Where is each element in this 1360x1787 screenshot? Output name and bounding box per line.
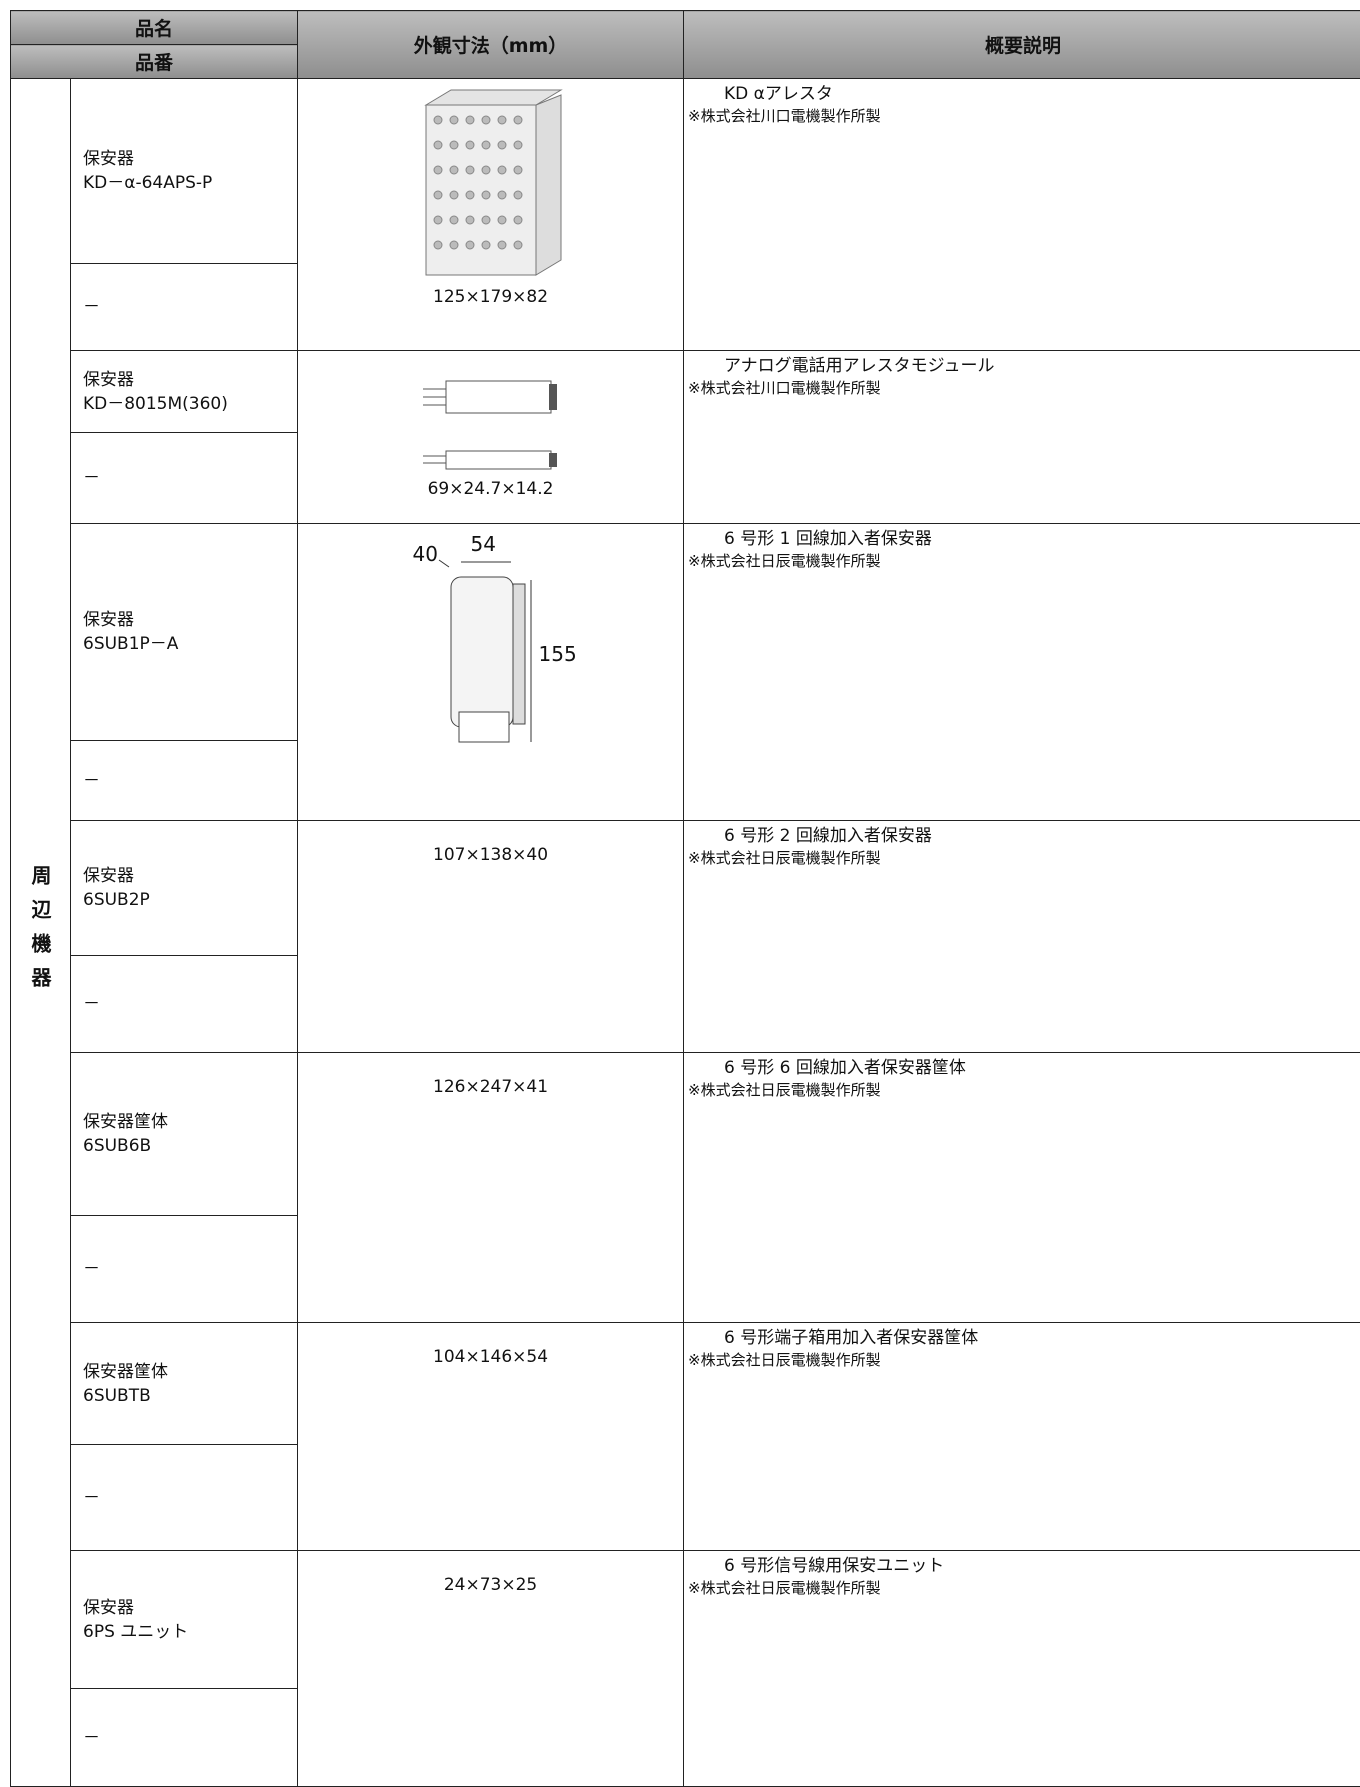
desc-cell: 6 号形 1 回線加入者保安器※株式会社日辰電機製作所製 (684, 524, 1360, 821)
description: KD αアレスタ (684, 83, 1360, 105)
maker: ※株式会社日辰電機製作所製 (684, 1349, 1360, 1371)
header-desc: 概要説明 (684, 11, 1360, 79)
dims-cell: 40 54 155 (298, 524, 684, 821)
header-number: 品番 (11, 45, 298, 79)
desc-cell: KD αアレスタ※株式会社川口電機製作所製 (684, 79, 1360, 351)
illustration: 40 54 155 (381, 542, 601, 752)
item-number: KD－α-64APS-P (83, 171, 297, 195)
dims: 125×179×82 (298, 287, 683, 307)
item-number: 6SUBTB (83, 1384, 297, 1408)
item-number: 6SUB6B (83, 1134, 297, 1158)
item-name: 保安器 (83, 864, 297, 888)
dim-label: 155 (539, 642, 577, 666)
desc-cell: 6 号形 6 回線加入者保安器筐体※株式会社日辰電機製作所製 (684, 1053, 1360, 1323)
item-name: 保安器筐体 (83, 1110, 297, 1134)
item-name: 保安器 (83, 1596, 297, 1620)
item-name: 保安器 (83, 608, 297, 632)
maker: ※株式会社日辰電機製作所製 (684, 550, 1360, 572)
maker: ※株式会社日辰電機製作所製 (684, 847, 1360, 869)
dims: 104×146×54 (298, 1323, 683, 1367)
category: 周辺機器 (11, 79, 71, 1787)
desc-cell: アナログ電話用アレスタモジュール※株式会社川口電機製作所製 (684, 351, 1360, 524)
maker: ※株式会社日辰電機製作所製 (684, 1577, 1360, 1599)
desc-cell: 6 号形 2 回線加入者保安器※株式会社日辰電機製作所製 (684, 821, 1360, 1053)
dims: 69×24.7×14.2 (298, 479, 683, 499)
dims: 24×73×25 (298, 1551, 683, 1595)
dim-label: 54 (471, 532, 496, 556)
maker: ※株式会社日辰電機製作所製 (684, 1079, 1360, 1101)
item-number: 6SUB2P (83, 888, 297, 912)
description: 6 号形信号線用保安ユニット (684, 1555, 1360, 1577)
desc-cell: 6 号形信号線用保安ユニット※株式会社日辰電機製作所製 (684, 1551, 1360, 1787)
dims: 107×138×40 (298, 821, 683, 865)
illustration (406, 85, 576, 285)
alt-number: － (71, 1445, 298, 1551)
alt-number: － (71, 264, 298, 351)
description: 6 号形 6 回線加入者保安器筐体 (684, 1057, 1360, 1079)
dims-cell: 126×247×41 (298, 1053, 684, 1323)
header-dims: 外観寸法（mm） (298, 11, 684, 79)
dims-cell: 104×146×54 (298, 1323, 684, 1551)
description: 6 号形 2 回線加入者保安器 (684, 825, 1360, 847)
maker: ※株式会社川口電機製作所製 (684, 105, 1360, 127)
item-name: 保安器 (83, 147, 297, 171)
description: 6 号形 1 回線加入者保安器 (684, 528, 1360, 550)
description: 6 号形端子箱用加入者保安器筐体 (684, 1327, 1360, 1349)
illustration (401, 359, 581, 479)
dims-cell: 24×73×25 (298, 1551, 684, 1787)
alt-number: － (71, 1689, 298, 1787)
dim-label: 40 (413, 542, 438, 566)
alt-number: － (71, 956, 298, 1053)
alt-number: － (71, 433, 298, 524)
dims: 126×247×41 (298, 1053, 683, 1097)
item-name: 保安器 (83, 368, 297, 392)
header-name: 品名 (11, 11, 298, 45)
dims-cell: 107×138×40 (298, 821, 684, 1053)
item-number: 6SUB1P－A (83, 632, 297, 656)
item-name: 保安器筐体 (83, 1360, 297, 1384)
description: アナログ電話用アレスタモジュール (684, 355, 1360, 377)
item-number: KD－8015M(360) (83, 392, 297, 416)
dims-cell: 125×179×82 (298, 79, 684, 351)
alt-number: － (71, 741, 298, 821)
alt-number: － (71, 1216, 298, 1323)
maker: ※株式会社川口電機製作所製 (684, 377, 1360, 399)
dims-cell: 69×24.7×14.2 (298, 351, 684, 524)
desc-cell: 6 号形端子箱用加入者保安器筐体※株式会社日辰電機製作所製 (684, 1323, 1360, 1551)
item-number: 6PS ユニット (83, 1620, 297, 1644)
